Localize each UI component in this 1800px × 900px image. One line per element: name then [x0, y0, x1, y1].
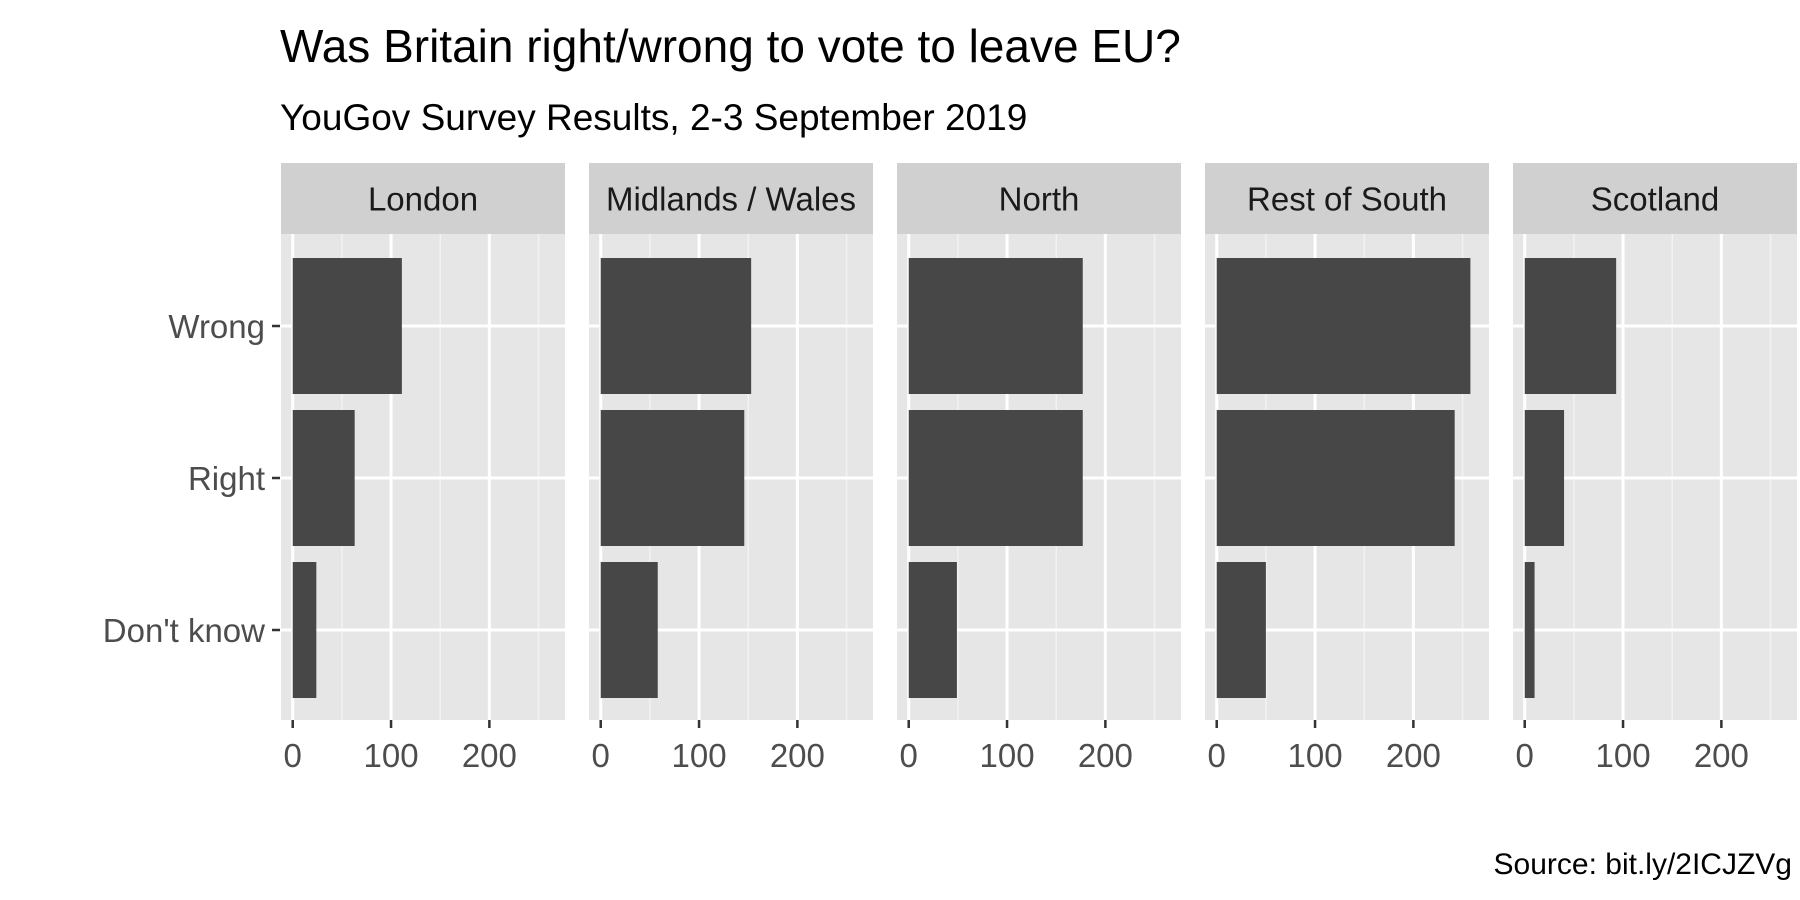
bar-scotland-don-t-know — [1524, 562, 1535, 698]
bar-london-right — [292, 410, 355, 546]
facet-strip — [897, 163, 1181, 234]
bar-rest-of-south-right — [1216, 410, 1455, 546]
x-tick-label: 0 — [284, 737, 302, 774]
facet-strip — [1513, 163, 1797, 234]
x-tick-label: 0 — [900, 737, 918, 774]
y-tick-label: Don't know — [103, 612, 265, 649]
x-tick-label: 0 — [1208, 737, 1226, 774]
bar-midlands-wales-don-t-know — [600, 562, 658, 698]
panel-midlands-wales: Midlands / Wales 0 100 200 — [589, 163, 873, 774]
x-tick-label: 100 — [672, 737, 727, 774]
x-tick-label: 100 — [1596, 737, 1651, 774]
x-tick-label: 100 — [980, 737, 1035, 774]
y-axis: Wrong Right Don't know — [103, 308, 280, 649]
bar-north-don-t-know — [908, 562, 957, 698]
bar-scotland-right — [1524, 410, 1565, 546]
facet-strip — [589, 163, 873, 234]
chart-title: Was Britain right/wrong to vote to leave… — [280, 20, 1181, 72]
facet-strip-label: Scotland — [1591, 181, 1719, 218]
y-tick-label: Right — [188, 460, 265, 497]
facet-strip — [281, 163, 565, 234]
bar-rest-of-south-wrong — [1216, 258, 1471, 394]
panel-rest-of-south: Rest of South 0 100 200 — [1205, 163, 1489, 774]
panel-scotland: Scotland 0 100 200 — [1513, 163, 1797, 774]
bar-north-right — [908, 410, 1083, 546]
bar-london-wrong — [292, 258, 402, 394]
bar-london-don-t-know — [292, 562, 317, 698]
bar-scotland-wrong — [1524, 258, 1617, 394]
facet-strip-label: Rest of South — [1247, 181, 1447, 218]
panel-north: North 0 100 200 — [897, 163, 1181, 774]
x-tick-label: 200 — [1386, 737, 1441, 774]
x-tick-label: 100 — [1288, 737, 1343, 774]
x-tick-label: 200 — [1694, 737, 1749, 774]
x-tick-label: 200 — [770, 737, 825, 774]
chart-caption: Source: bit.ly/2ICJZVg — [1494, 848, 1792, 881]
x-tick-label: 100 — [364, 737, 419, 774]
bar-north-wrong — [908, 258, 1083, 394]
x-tick-label: 200 — [1078, 737, 1133, 774]
chart-subtitle: YouGov Survey Results, 2-3 September 201… — [280, 97, 1027, 138]
bar-midlands-wales-right — [600, 410, 745, 546]
bar-rest-of-south-don-t-know — [1216, 562, 1266, 698]
facet-strip-label: North — [999, 181, 1080, 218]
y-tick-label: Wrong — [168, 308, 265, 345]
facet-strip-label: London — [368, 181, 478, 218]
bar-midlands-wales-wrong — [600, 258, 752, 394]
facet-strip-label: Midlands / Wales — [606, 181, 856, 218]
x-tick-label: 0 — [1516, 737, 1534, 774]
panel-london: London 0 100 200 — [281, 163, 565, 774]
x-tick-label: 200 — [462, 737, 517, 774]
facet-strip — [1205, 163, 1489, 234]
x-tick-label: 0 — [592, 737, 610, 774]
